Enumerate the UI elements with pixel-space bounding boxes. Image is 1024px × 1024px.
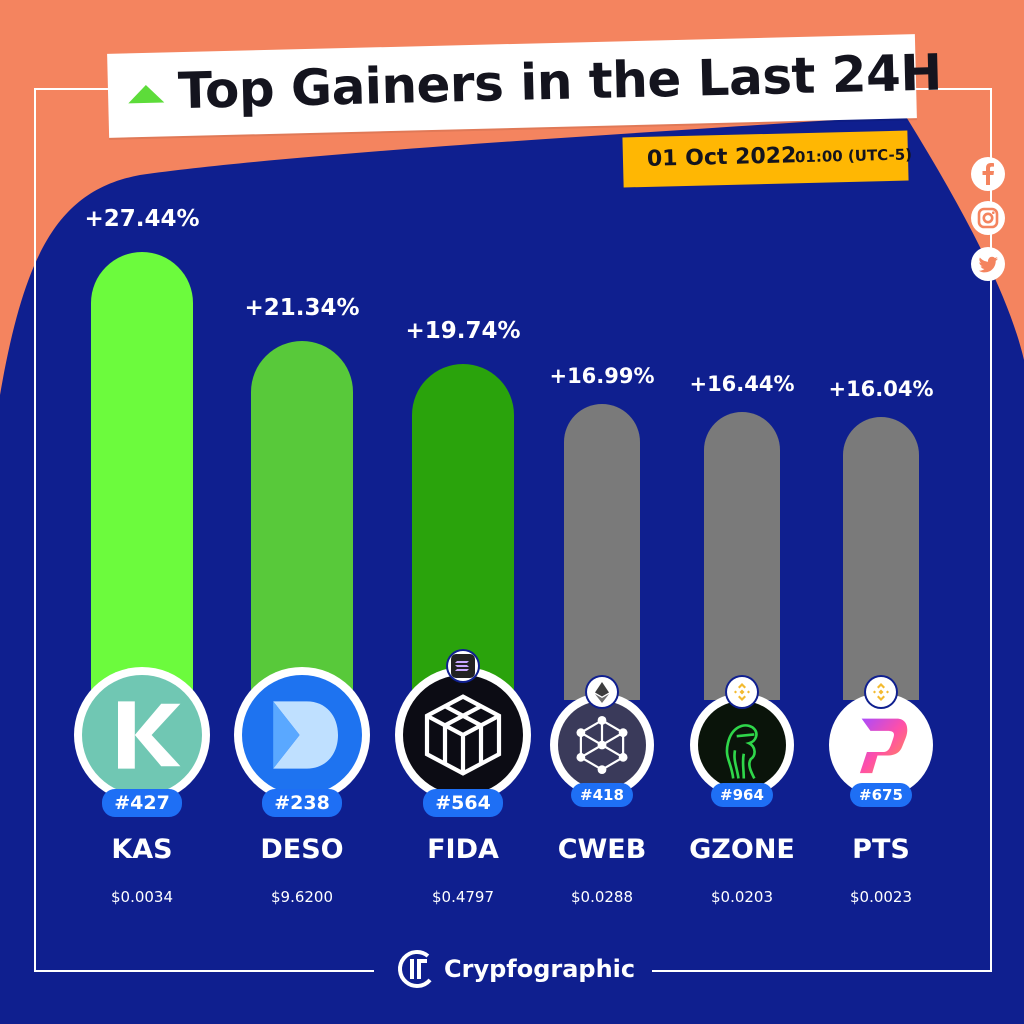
brand-name: Crypfographic bbox=[444, 955, 636, 983]
coin-logo-image bbox=[698, 701, 786, 789]
coin-price: $0.0023 bbox=[849, 888, 913, 906]
rank-badge: #238 bbox=[262, 789, 342, 817]
bar-deso bbox=[251, 340, 353, 700]
bar-cweb bbox=[564, 403, 640, 700]
frame-right-line bbox=[990, 88, 992, 972]
ethereum-icon bbox=[587, 677, 617, 707]
percent-label: +19.74% bbox=[405, 317, 521, 344]
percent-label: +27.44% bbox=[84, 206, 200, 233]
crypfographic-logo-icon bbox=[398, 950, 436, 988]
coin-symbol: KAS bbox=[111, 834, 173, 865]
coin-logo-image bbox=[837, 701, 925, 789]
bnb-icon bbox=[866, 677, 896, 707]
percent-label: +16.04% bbox=[828, 377, 934, 402]
date-label: 01 Oct 2022 bbox=[646, 143, 797, 172]
coin-logo-image bbox=[82, 675, 202, 795]
percent-label: +21.34% bbox=[244, 294, 360, 321]
bar-fida bbox=[412, 363, 514, 700]
frame-top-right-line bbox=[914, 88, 992, 90]
coin-symbol: PTS bbox=[852, 834, 910, 865]
coin-price: $0.4797 bbox=[431, 888, 495, 906]
coin-logo-image bbox=[558, 701, 646, 789]
rank-badge: #564 bbox=[423, 789, 503, 817]
up-arrow-icon bbox=[127, 84, 165, 104]
coin-logo-image bbox=[403, 675, 523, 795]
twitter-icon[interactable] bbox=[971, 247, 1005, 281]
bar-gzone bbox=[704, 411, 780, 700]
frame-bottom-left-line bbox=[34, 970, 374, 972]
percent-label: +16.99% bbox=[549, 363, 655, 388]
time-label: 01:00 (UTC-5) bbox=[794, 145, 913, 167]
date-banner: 01 Oct 2022 01:00 (UTC-5) bbox=[622, 130, 912, 188]
coin-price: $0.0203 bbox=[710, 888, 774, 906]
percent-label: +16.44% bbox=[689, 371, 795, 396]
coin-logo-image bbox=[242, 675, 362, 795]
rank-badge: #964 bbox=[711, 783, 773, 807]
coin-price: $9.6200 bbox=[270, 888, 334, 906]
coin-price: $0.0288 bbox=[570, 888, 634, 906]
solana-icon bbox=[448, 651, 478, 681]
bar-kas bbox=[91, 252, 193, 700]
bnb-icon bbox=[727, 677, 757, 707]
frame-bottom-right-line bbox=[652, 970, 992, 972]
rank-badge: #675 bbox=[850, 783, 912, 807]
bar-pts bbox=[843, 417, 919, 700]
coin-symbol: FIDA bbox=[427, 834, 499, 865]
frame-left-line bbox=[34, 88, 36, 972]
coin-price: $0.0034 bbox=[110, 888, 174, 906]
rank-badge: #427 bbox=[102, 789, 182, 817]
coin-symbol: CWEB bbox=[557, 834, 647, 865]
page-title: Top Gainers in the Last 24H bbox=[177, 43, 943, 121]
frame-top-left-line bbox=[34, 88, 110, 90]
coin-symbol: DESO bbox=[260, 834, 344, 865]
facebook-icon[interactable] bbox=[971, 157, 1005, 191]
instagram-icon[interactable] bbox=[971, 201, 1005, 235]
coin-symbol: GZONE bbox=[689, 834, 795, 865]
rank-badge: #418 bbox=[571, 783, 633, 807]
